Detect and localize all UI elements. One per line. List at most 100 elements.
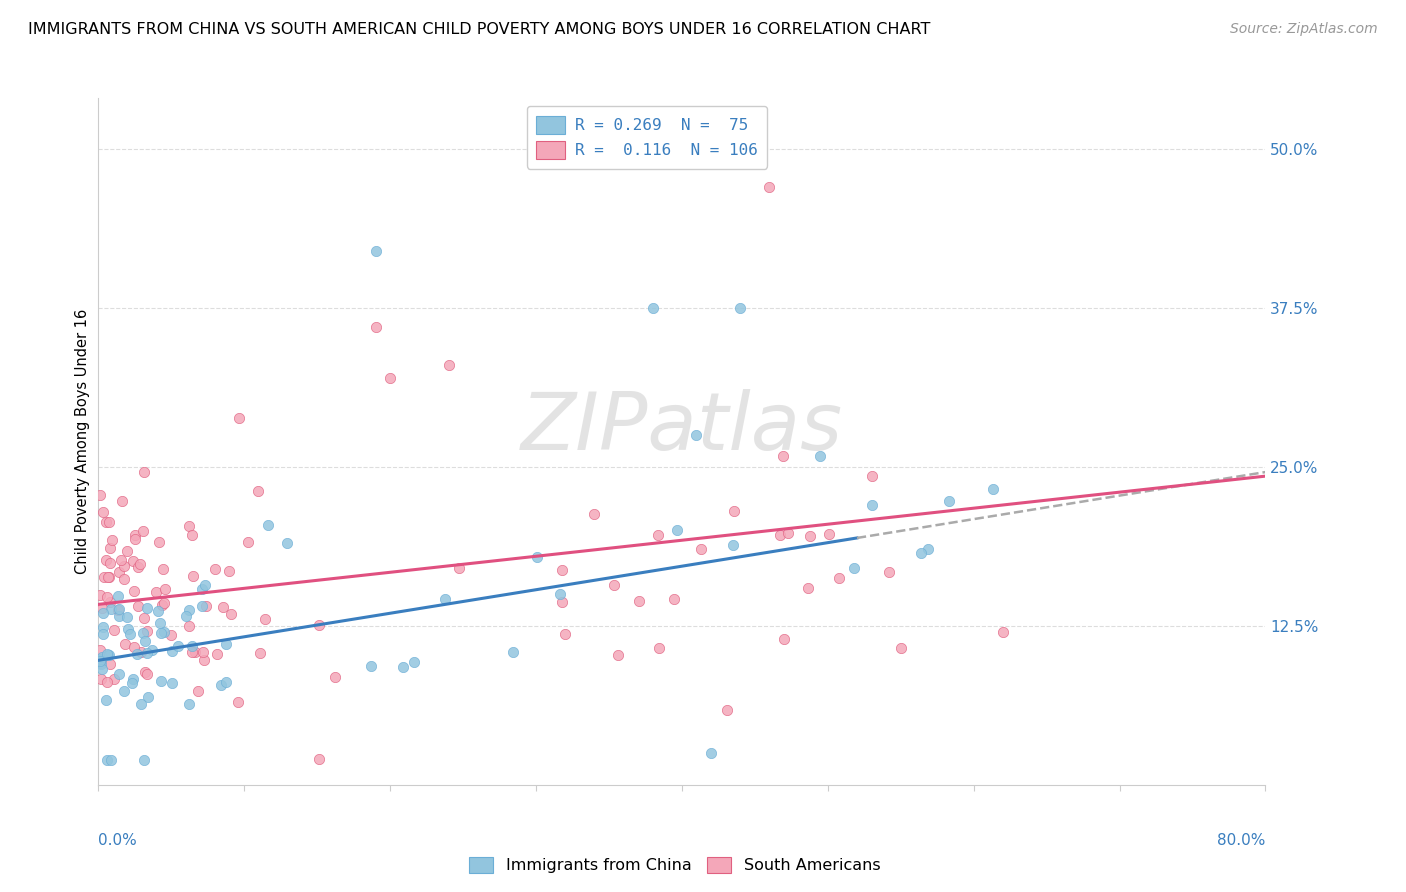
Point [134, 634, 156, 648]
Point [153, 582, 176, 596]
Point [215, 675, 238, 690]
Point [152, 599, 174, 613]
Point [162, 676, 184, 690]
Point [94, 693, 117, 707]
Point [166, 640, 188, 654]
Point [93, 569, 115, 583]
Point [551, 563, 574, 577]
Point [149, 615, 172, 630]
Point [628, 594, 651, 608]
Point [89, 654, 111, 668]
Point [103, 672, 125, 686]
Point [135, 667, 157, 681]
Point [981, 482, 1004, 496]
Point [433, 592, 456, 607]
Point [180, 639, 202, 653]
Point [449, 560, 471, 574]
Point [136, 646, 159, 660]
Point [111, 494, 134, 508]
Point [730, 301, 752, 315]
Point [122, 583, 145, 598]
Point [90, 673, 112, 687]
Point [135, 601, 157, 615]
Point [145, 584, 167, 599]
Point [212, 599, 235, 614]
Point [772, 450, 794, 464]
Legend: R = 0.269  N =  75, R =  0.116  N = 106: R = 0.269 N = 75, R = 0.116 N = 106 [527, 106, 768, 169]
Point [124, 532, 146, 546]
Point [97, 648, 120, 663]
Point [308, 752, 330, 766]
Point [103, 623, 125, 637]
Point [152, 562, 174, 576]
Point [890, 641, 912, 656]
Point [209, 678, 232, 692]
Point [97, 570, 120, 584]
Point [662, 592, 685, 607]
Point [112, 572, 135, 586]
Point [191, 582, 214, 596]
Point [112, 558, 135, 573]
Point [100, 752, 122, 766]
Point [641, 301, 664, 315]
Point [152, 596, 174, 610]
Point [253, 612, 276, 626]
Point [773, 632, 796, 646]
Point [219, 607, 242, 621]
Point [177, 619, 200, 633]
Point [129, 557, 152, 571]
Point [938, 494, 960, 508]
Point [98, 595, 121, 609]
Point [205, 647, 228, 661]
Point [180, 528, 202, 542]
Point [98, 657, 121, 672]
Point [110, 553, 132, 567]
Point [215, 637, 238, 651]
Point [190, 599, 212, 613]
Point [769, 528, 792, 542]
Text: 80.0%: 80.0% [1218, 833, 1265, 848]
Point [191, 645, 214, 659]
Point [97, 516, 120, 530]
Point [797, 581, 820, 595]
Point [917, 542, 939, 557]
Point [226, 695, 249, 709]
Point [179, 519, 201, 533]
Point [194, 599, 217, 614]
Point [97, 648, 120, 662]
Point [236, 535, 259, 549]
Text: Source: ZipAtlas.com: Source: ZipAtlas.com [1230, 22, 1378, 37]
Point [276, 535, 298, 549]
Point [162, 644, 184, 658]
Point [93, 606, 115, 620]
Point [380, 371, 402, 385]
Point [96, 647, 118, 661]
Point [121, 672, 143, 686]
Point [100, 602, 122, 616]
Point [842, 561, 865, 575]
Point [860, 498, 883, 512]
Point [90, 601, 112, 615]
Point [150, 626, 173, 640]
Point [96, 590, 118, 604]
Point [124, 527, 146, 541]
Point [723, 504, 745, 518]
Point [125, 648, 148, 662]
Text: IMMIGRANTS FROM CHINA VS SOUTH AMERICAN CHILD POVERTY AMONG BOYS UNDER 16 CORREL: IMMIGRANTS FROM CHINA VS SOUTH AMERICAN … [28, 22, 931, 37]
Point [108, 601, 131, 615]
Point [96, 674, 118, 689]
Point [91, 505, 114, 519]
Text: ZIPatlas: ZIPatlas [520, 389, 844, 467]
Y-axis label: Child Poverty Among Boys Under 16: Child Poverty Among Boys Under 16 [75, 309, 90, 574]
Point [647, 528, 669, 542]
Point [860, 468, 883, 483]
Point [193, 653, 215, 667]
Point [181, 569, 204, 583]
Point [716, 703, 738, 717]
Point [247, 484, 270, 499]
Point [91, 627, 114, 641]
Point [91, 662, 114, 676]
Point [94, 553, 117, 567]
Point [141, 643, 163, 657]
Point [228, 411, 250, 425]
